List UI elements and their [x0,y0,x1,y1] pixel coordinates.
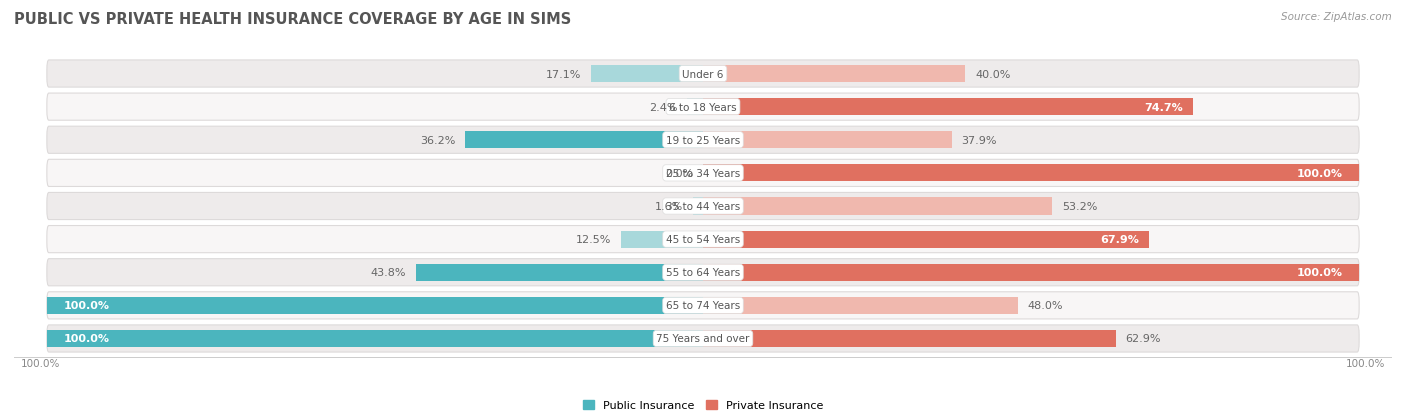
Bar [46,330,703,347]
Bar [703,66,966,83]
Text: 67.9%: 67.9% [1099,235,1139,244]
Text: 0.0%: 0.0% [665,169,693,178]
Bar [46,297,703,314]
FancyBboxPatch shape [46,94,1360,121]
Bar [703,99,1194,116]
Text: 1.6%: 1.6% [654,202,683,211]
Bar [703,297,1018,314]
Text: 65 to 74 Years: 65 to 74 Years [666,301,740,311]
Bar [703,165,1360,182]
FancyBboxPatch shape [46,292,1360,319]
Legend: Public Insurance, Private Insurance: Public Insurance, Private Insurance [579,395,827,413]
Text: PUBLIC VS PRIVATE HEALTH INSURANCE COVERAGE BY AGE IN SIMS: PUBLIC VS PRIVATE HEALTH INSURANCE COVER… [14,12,571,27]
Text: 100.0%: 100.0% [1296,268,1343,278]
Bar [703,231,1149,248]
Text: 55 to 64 Years: 55 to 64 Years [666,268,740,278]
Text: 35 to 44 Years: 35 to 44 Years [666,202,740,211]
Text: 100.0%: 100.0% [1346,358,1385,368]
FancyBboxPatch shape [46,61,1360,88]
FancyBboxPatch shape [46,127,1360,154]
Text: 100.0%: 100.0% [63,301,110,311]
Bar [416,264,703,281]
Text: 45 to 54 Years: 45 to 54 Years [666,235,740,244]
FancyBboxPatch shape [46,325,1360,352]
Text: 17.1%: 17.1% [546,69,581,79]
Text: 6 to 18 Years: 6 to 18 Years [669,102,737,112]
Text: 62.9%: 62.9% [1126,334,1161,344]
Text: Under 6: Under 6 [682,69,724,79]
FancyBboxPatch shape [46,193,1360,220]
Text: 100.0%: 100.0% [1296,169,1343,178]
Text: 12.5%: 12.5% [576,235,612,244]
Text: 36.2%: 36.2% [420,135,456,145]
Text: 48.0%: 48.0% [1028,301,1063,311]
Bar [703,330,1116,347]
Text: Source: ZipAtlas.com: Source: ZipAtlas.com [1281,12,1392,22]
Text: 25 to 34 Years: 25 to 34 Years [666,169,740,178]
Text: 43.8%: 43.8% [370,268,406,278]
Bar [465,132,703,149]
Text: 37.9%: 37.9% [962,135,997,145]
Bar [703,132,952,149]
Text: 2.4%: 2.4% [650,102,678,112]
Text: 19 to 25 Years: 19 to 25 Years [666,135,740,145]
Bar [703,264,1360,281]
Text: 40.0%: 40.0% [976,69,1011,79]
Text: 53.2%: 53.2% [1062,202,1097,211]
FancyBboxPatch shape [46,160,1360,187]
Bar [621,231,703,248]
Text: 74.7%: 74.7% [1144,102,1184,112]
Bar [703,198,1052,215]
Bar [693,198,703,215]
Bar [591,66,703,83]
Text: 75 Years and over: 75 Years and over [657,334,749,344]
Text: 100.0%: 100.0% [63,334,110,344]
FancyBboxPatch shape [46,259,1360,286]
Text: 100.0%: 100.0% [21,358,60,368]
FancyBboxPatch shape [46,226,1360,253]
Bar [688,99,703,116]
